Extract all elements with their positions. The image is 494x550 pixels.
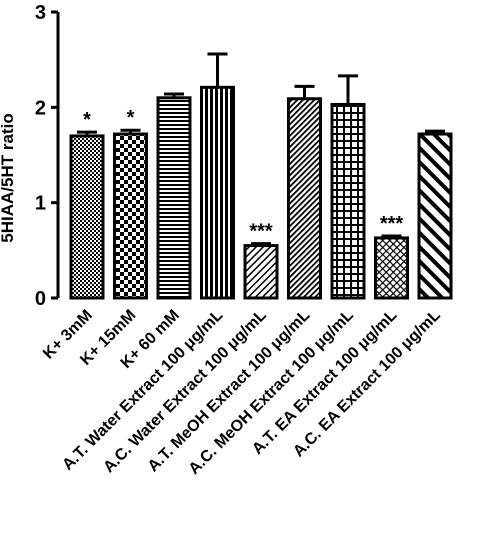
bar [243, 244, 279, 300]
y-tick-label: 2 [35, 97, 46, 119]
significance-marker: *** [249, 221, 273, 243]
bar [417, 132, 453, 300]
y-ticks: 0 1 2 3 [35, 2, 58, 310]
bar [287, 97, 322, 300]
bar [156, 96, 192, 300]
bar [200, 85, 235, 300]
bar [113, 132, 148, 300]
significance-marker: * [127, 107, 135, 129]
x-category-label: A.T. Water Extract 100 μg/mL [59, 307, 226, 474]
bars [69, 85, 453, 300]
x-category-label: A.T. MeOH Extract 100 μg/mL [145, 307, 314, 476]
y-tick-label: 1 [35, 193, 46, 215]
bar [69, 134, 105, 300]
bar [330, 102, 366, 300]
error-bars [77, 52, 445, 246]
y-axis-title: 5HIAA/5HT ratio [0, 113, 17, 242]
y-tick-label: 3 [35, 2, 46, 24]
bar [374, 236, 409, 300]
significance-marker: * [83, 109, 91, 131]
significance-marker: *** [380, 213, 404, 235]
y-tick-label: 0 [35, 288, 46, 310]
significance-markers: * **** *** [83, 107, 403, 242]
